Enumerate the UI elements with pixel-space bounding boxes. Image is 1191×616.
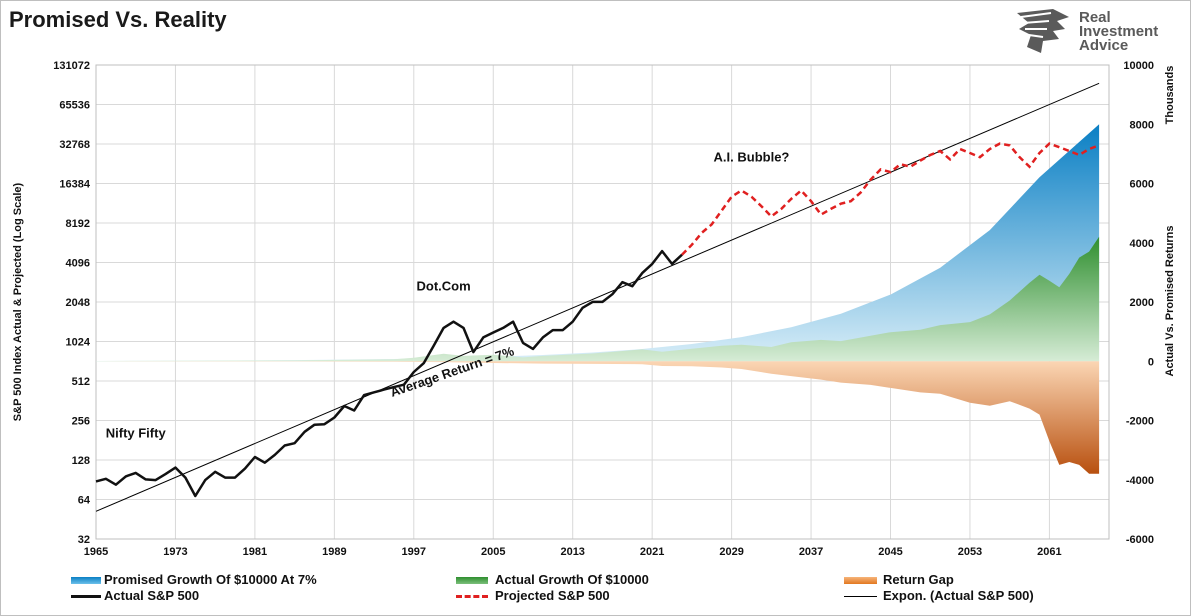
x-axis-tick-label: 2037: [799, 546, 823, 558]
x-axis-tick-label: 1973: [163, 546, 187, 558]
left-axis-tick-label: 256: [72, 416, 90, 428]
left-axis-tick-label: 4096: [66, 258, 90, 270]
legend-label-sp500: Actual S&P 500: [104, 588, 200, 603]
legend-label-trend: Expon. (Actual S&P 500): [883, 588, 1034, 603]
eagle-head-icon: [1017, 9, 1069, 53]
logo-line-3: Advice: [1079, 37, 1129, 54]
legend-swatch-promised: [71, 577, 101, 584]
right-axis-unit: Thousands: [1164, 66, 1176, 125]
legend-swatch-trend: [844, 596, 877, 597]
company-logo: Real Investment Advice: [1013, 7, 1183, 57]
right-axis-title: Actual Vs. Promised Returns: [1164, 226, 1176, 377]
right-axis-tick-label: 6000: [1130, 179, 1154, 191]
x-axis-tick-label: 2013: [560, 546, 584, 558]
left-axis-tick-label: 2048: [66, 297, 90, 309]
x-axis-tick-label: 1989: [322, 546, 346, 558]
left-axis-tick-label: 32768: [59, 139, 90, 151]
left-axis-tick-label: 128: [72, 455, 90, 467]
left-axis-tick-label: 131072: [53, 60, 90, 72]
right-axis-tick-label: 10000: [1123, 60, 1154, 72]
left-axis-tick-label: 32: [78, 534, 90, 546]
legend-label-promised: Promised Growth Of $10000 At 7%: [104, 572, 317, 587]
x-axis-tick-label: 2005: [481, 546, 505, 558]
legend-swatch-actual-growth: [456, 577, 488, 584]
x-axis-tick-label: 2021: [640, 546, 664, 558]
right-axis-tick-label: -2000: [1126, 416, 1154, 428]
legend-swatch-projected: [456, 595, 488, 598]
legend-swatch-return-gap: [844, 577, 877, 584]
left-axis-tick-label: 16384: [59, 179, 90, 191]
annotation-average-return: Average Return = 7%: [388, 343, 516, 400]
right-axis-tick-label: 2000: [1130, 297, 1154, 309]
legend-label-projected: Projected S&P 500: [495, 588, 610, 603]
x-axis-tick-label: 1965: [84, 546, 108, 558]
left-axis-tick-label: 65536: [59, 100, 90, 112]
annotation-label: Dot.Com: [417, 279, 471, 294]
x-axis-tick-label: 2061: [1037, 546, 1061, 558]
plot-border: [95, 64, 1110, 540]
left-axis-tick-label: 512: [72, 376, 90, 388]
left-axis-tick-label: 64: [78, 495, 91, 507]
x-axis-tick-label: 2053: [958, 546, 982, 558]
chart-title: Promised Vs. Reality: [9, 7, 227, 32]
x-axis-tick-label: 2045: [878, 546, 902, 558]
logo-line-1: Real: [1079, 9, 1111, 26]
logo-line-2: Investment: [1079, 23, 1159, 40]
x-axis-tick-label: 1997: [402, 546, 426, 558]
line-actual-sp500: [95, 249, 683, 498]
annotation-label: Nifty Fifty: [106, 425, 167, 440]
legend-swatch-sp500: [71, 595, 101, 598]
area-return-gap: [96, 361, 1100, 474]
line-projected-sp500: [681, 142, 1100, 256]
right-axis-tick-label: -4000: [1126, 475, 1154, 487]
annotation-label: A.I. Bubble?: [714, 150, 790, 165]
x-axis-tick-label: 1981: [243, 546, 267, 558]
area-actual-growth: [96, 236, 1100, 362]
right-axis-tick-label: 8000: [1130, 119, 1154, 131]
legend-label-actual-growth: Actual Growth Of $10000: [495, 572, 649, 587]
left-axis-tick-label: 1024: [66, 337, 91, 349]
left-axis-tick-label: 8192: [66, 218, 90, 230]
chart-legend: Promised Growth Of $10000 At 7% Actual G…: [1, 567, 1190, 611]
right-axis-tick-label: 4000: [1130, 238, 1154, 250]
x-axis-tick-label: 2029: [719, 546, 743, 558]
left-axis-title: S&P 500 Index Actual & Projected (Log Sc…: [12, 182, 24, 421]
chart-plot: 32 64 128 256 512 1024 2048 4096 8192 16384 32768 6…: [12, 60, 1176, 558]
right-axis-tick-label: -6000: [1126, 534, 1154, 546]
legend-label-return-gap: Return Gap: [883, 572, 954, 587]
right-axis-tick-label: 0: [1148, 356, 1154, 368]
